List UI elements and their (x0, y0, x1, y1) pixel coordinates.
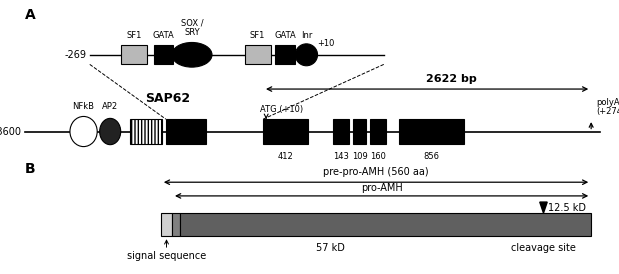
Bar (121, 45, 147, 64)
Text: 2622 bp: 2622 bp (426, 74, 477, 84)
Ellipse shape (70, 116, 97, 147)
Bar (130, 119, 162, 144)
Bar (353, 119, 366, 144)
Text: 143: 143 (333, 152, 349, 161)
Bar (180, 213, 591, 236)
Text: NFkB: NFkB (72, 102, 95, 111)
Ellipse shape (295, 44, 318, 66)
Text: GATA: GATA (152, 31, 175, 40)
Text: 160: 160 (370, 152, 386, 161)
Text: 412: 412 (277, 152, 293, 161)
Text: SF1: SF1 (250, 31, 265, 40)
Bar (161, 213, 172, 236)
Text: polyA
(+2744): polyA (+2744) (596, 98, 619, 116)
Text: 12.5 kD: 12.5 kD (548, 202, 586, 213)
Text: -3600: -3600 (0, 127, 22, 136)
Text: 856: 856 (423, 152, 439, 161)
Bar (166, 119, 206, 144)
Text: A: A (25, 8, 35, 22)
Bar (245, 45, 271, 64)
Ellipse shape (171, 42, 212, 67)
Text: ATG (+10): ATG (+10) (260, 105, 303, 114)
Bar (154, 45, 173, 64)
Text: cleavage site: cleavage site (511, 243, 576, 253)
Text: SAP62: SAP62 (145, 93, 191, 105)
Bar (275, 45, 295, 64)
Text: +10: +10 (318, 39, 335, 48)
Text: AP2: AP2 (102, 102, 118, 111)
Text: Inr: Inr (301, 31, 312, 40)
Text: pro-AMH: pro-AMH (361, 183, 402, 193)
Text: signal sequence: signal sequence (127, 252, 206, 261)
Bar (263, 119, 308, 144)
Text: SOX /
SRY: SOX / SRY (181, 18, 203, 37)
Text: SF1: SF1 (126, 31, 141, 40)
Polygon shape (540, 202, 547, 213)
Bar (333, 119, 349, 144)
Text: 109: 109 (352, 152, 368, 161)
Bar (370, 119, 386, 144)
Text: pre-pro-AMH (560 aa): pre-pro-AMH (560 aa) (323, 167, 429, 177)
Text: B: B (25, 162, 35, 176)
Ellipse shape (100, 118, 121, 145)
Text: 57 kD: 57 kD (316, 243, 345, 253)
Bar (172, 213, 180, 236)
Bar (399, 119, 464, 144)
Text: -269: -269 (64, 50, 87, 60)
Text: GATA: GATA (274, 31, 297, 40)
